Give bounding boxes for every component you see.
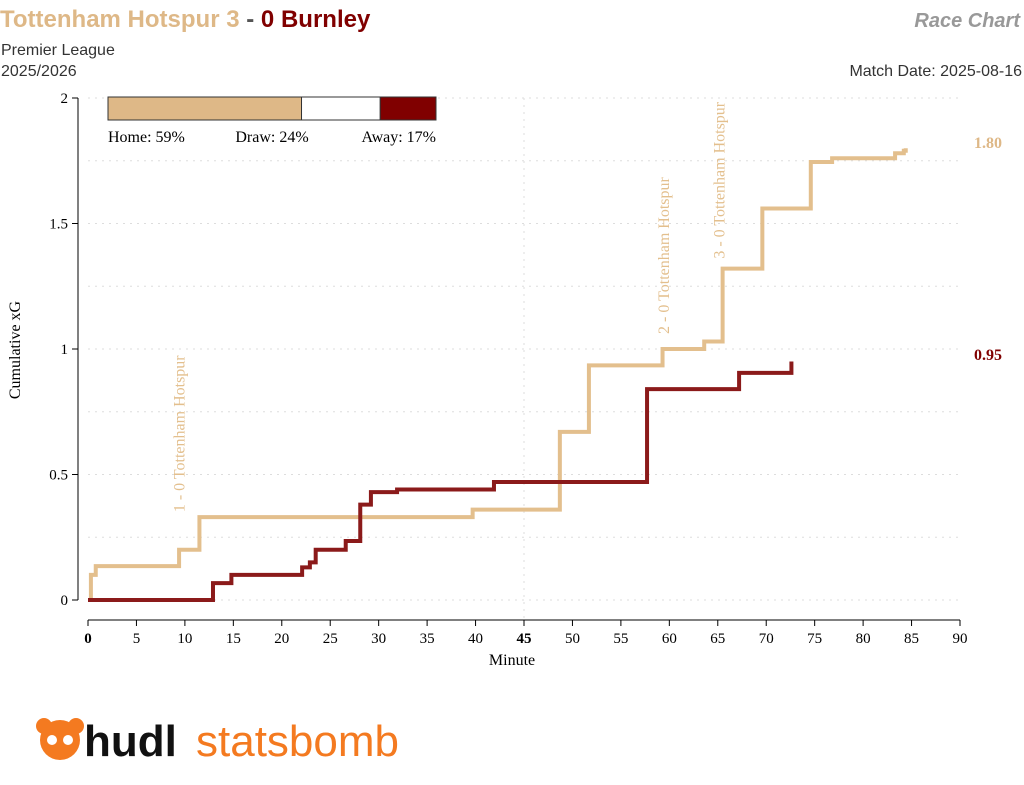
chart-type-label: Race Chart (914, 10, 1021, 32)
home-xg-line (88, 148, 908, 602)
grid (88, 97, 960, 620)
goal-annotation: 1 - 0 Tottenham Hotspur (172, 355, 189, 512)
home-final-xg: 1.80 (974, 135, 1002, 152)
home-team: Tottenham Hotspur (0, 6, 220, 33)
y-tick-label: 0 (61, 593, 69, 609)
match-date: Match Date: 2025-08-16 (849, 63, 1022, 80)
score-separator: - (246, 6, 254, 33)
x-tick-label: 40 (468, 631, 483, 647)
x-tick-label: 80 (856, 631, 871, 647)
home-probability: Home: 59% (108, 129, 185, 146)
y-axis-label: Cumulative xG (7, 300, 24, 399)
goal-annotation: 2 - 0 Tottenham Hotspur (656, 176, 673, 333)
x-tick-label: 65 (710, 631, 725, 647)
away-team: Burnley (281, 6, 371, 33)
x-tick-label: 0 (84, 631, 92, 647)
series-lines (88, 148, 908, 602)
x-tick-label: 60 (662, 631, 677, 647)
x-tick-label: 5 (133, 631, 141, 647)
away-score: 0 (261, 6, 274, 33)
x-tick-label: 35 (420, 631, 435, 647)
y-tick-label: 1.5 (49, 217, 68, 233)
home-probability-segment (107, 96, 303, 121)
season: 2025/2026 (1, 63, 77, 80)
x-tick-label: 10 (177, 631, 192, 647)
x-tick-label: 20 (274, 631, 289, 647)
away-final-xg: 0.95 (974, 347, 1002, 364)
x-tick-label: 90 (953, 631, 968, 647)
x-tick-label: 50 (565, 631, 580, 647)
hudl-statsbomb-logo: hudl statsbomb (36, 717, 399, 766)
logo-statsbomb: statsbomb (196, 717, 399, 766)
x-tick-label: 70 (759, 631, 774, 647)
x-tick-label: 45 (517, 631, 532, 647)
competition: Premier League (1, 42, 115, 59)
win-probability-bar (107, 96, 437, 121)
x-tick-label: 85 (904, 631, 919, 647)
goal-annotations: 1 - 0 Tottenham Hotspur 2 - 0 Tottenham H… (172, 101, 729, 512)
draw-probability-segment (301, 96, 381, 121)
away-xg-line (88, 361, 794, 602)
draw-probability: Draw: 24% (235, 129, 308, 146)
away-probability-segment (379, 96, 437, 121)
away-probability: Away: 17% (361, 129, 436, 146)
y-tick-label: 2 (61, 91, 69, 107)
logo-hudl: hudl (84, 717, 177, 766)
x-tick-label: 15 (226, 631, 241, 647)
x-tick-label: 25 (323, 631, 338, 647)
x-tick-label: 30 (371, 631, 386, 647)
x-axis-label: Minute (489, 652, 535, 669)
match-title: Tottenham Hotspur 3 - 0 Burnley (0, 6, 371, 33)
home-score: 3 (226, 6, 239, 33)
logo-mark-icon (36, 718, 84, 760)
axes: 00.511.520 5 10 15 20 25 30 35 40 45 50 55 60 65 70 75 8… (49, 91, 967, 647)
y-tick-label: 0.5 (49, 468, 68, 484)
goal-annotation: 3 - 0 Tottenham Hotspur (711, 101, 728, 258)
x-tick-label: 75 (807, 631, 822, 647)
y-tick-label: 1 (61, 342, 69, 358)
x-tick-label: 55 (613, 631, 628, 647)
